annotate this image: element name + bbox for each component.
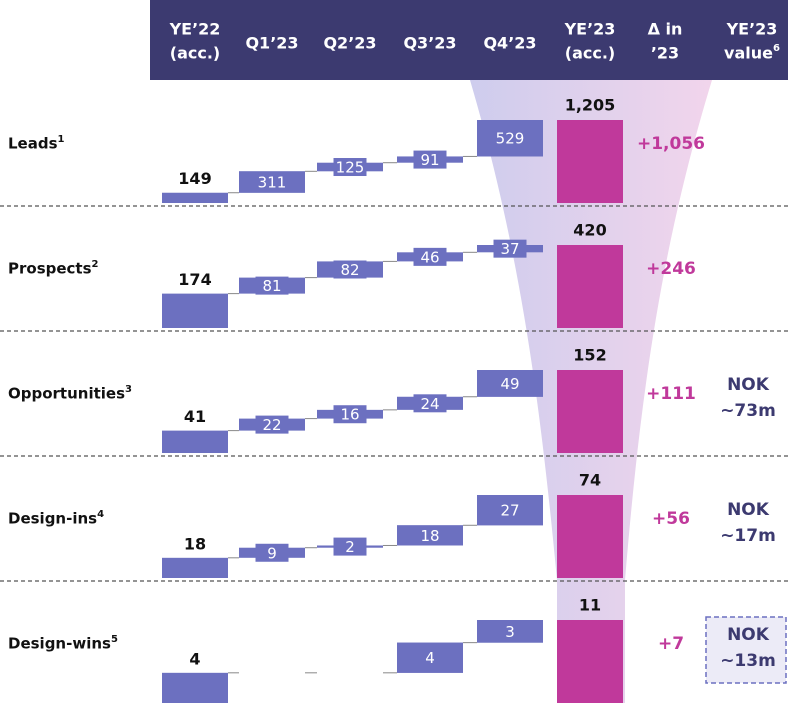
start-label: 4 — [189, 649, 200, 668]
header-label: Q3’23 — [403, 34, 456, 53]
bar-label: 24 — [420, 395, 439, 413]
bar-label: 81 — [262, 277, 281, 295]
bar-label-box — [255, 543, 289, 562]
bar-label-box — [413, 150, 447, 169]
row-note: 5 — [111, 634, 118, 645]
header-label: Q4’23 — [483, 34, 536, 53]
bar — [162, 672, 228, 703]
bar-label: 27 — [500, 502, 519, 520]
delta-label: +111 — [646, 384, 696, 404]
bar — [162, 430, 228, 453]
bar-label: 22 — [262, 416, 281, 434]
bar-label: 37 — [500, 240, 519, 258]
start-label: 174 — [178, 270, 211, 289]
header-label: YE’22 — [169, 20, 221, 39]
value-label: NOK — [727, 375, 770, 395]
bar-label: 2 — [345, 538, 355, 556]
header-band — [150, 0, 788, 80]
bar-label: 82 — [340, 261, 359, 279]
value-label: NOK — [727, 500, 770, 520]
bar — [162, 192, 228, 203]
start-label: 41 — [184, 407, 206, 426]
delta-label: +56 — [652, 509, 690, 529]
bar-label: 91 — [420, 151, 439, 169]
bar-label-box — [493, 239, 527, 258]
value-box — [705, 616, 787, 684]
total-bar — [557, 495, 623, 578]
bar-label-box — [255, 276, 289, 295]
row-label: Opportunities3 — [8, 384, 132, 403]
total-bar — [557, 245, 623, 328]
bar-label-box — [333, 405, 367, 424]
bar-label: 311 — [258, 174, 287, 192]
row-label: Leads1 — [8, 134, 65, 153]
header-label: (acc.) — [170, 44, 220, 63]
bar-label: 49 — [500, 375, 519, 393]
value-label: ~73m — [720, 401, 776, 421]
header-label: Q2’23 — [323, 34, 376, 53]
header-label: YE’23 — [726, 20, 778, 39]
delta-label: +1,056 — [637, 134, 705, 154]
header-label: ’23 — [651, 44, 679, 63]
row-note: 1 — [58, 134, 65, 145]
bar-label-box — [477, 620, 543, 643]
bar-label-box — [477, 120, 543, 157]
total-label: 152 — [573, 346, 606, 365]
total-label: 1,205 — [565, 96, 616, 115]
bar-label: 18 — [420, 527, 439, 545]
bar — [162, 557, 228, 578]
bar-label-box — [397, 525, 463, 546]
bar-label: 4 — [425, 649, 435, 667]
bar-label: 16 — [340, 406, 359, 424]
bar-label-box — [333, 158, 367, 177]
total-label: 74 — [579, 471, 601, 490]
value-label: ~13m — [720, 651, 776, 671]
header-note: 6 — [773, 43, 780, 54]
bar — [162, 293, 228, 328]
total-bar — [557, 620, 623, 703]
row-label: Design-ins4 — [8, 509, 104, 528]
bar-label-box — [255, 415, 289, 434]
header-label: value6 — [724, 43, 780, 63]
bar-label-box — [477, 370, 543, 397]
row-note: 2 — [92, 259, 99, 270]
header-label: Q1’23 — [245, 34, 298, 53]
bar-label: 3 — [505, 623, 515, 641]
start-label: 18 — [184, 534, 206, 553]
delta-label: +7 — [658, 634, 684, 654]
row-note: 4 — [97, 509, 104, 520]
row-label: Design-wins5 — [8, 634, 118, 653]
start-label: 149 — [178, 169, 211, 188]
value-label: NOK — [727, 625, 770, 645]
bar-label: 529 — [496, 130, 525, 148]
bar-label-box — [413, 394, 447, 413]
header-label: YE’23 — [564, 20, 616, 39]
bar-label: 46 — [420, 248, 439, 266]
total-label: 11 — [579, 596, 601, 615]
bar-label-box — [477, 495, 543, 526]
value-label: ~17m — [720, 526, 776, 546]
bar-label-box — [239, 171, 305, 193]
bar-label-box — [413, 247, 447, 266]
bar-label-box — [333, 537, 367, 556]
bar-label-box — [397, 642, 463, 673]
bar-label: 125 — [336, 159, 365, 177]
total-bar — [557, 370, 623, 453]
total-bar — [557, 120, 623, 203]
bar-label-box — [333, 260, 367, 279]
delta-label: +246 — [646, 259, 696, 279]
row-label: Prospects2 — [8, 259, 99, 278]
header-label: (acc.) — [565, 44, 615, 63]
bar-label: 9 — [267, 544, 277, 562]
header-label: Δ in — [648, 20, 683, 39]
total-label: 420 — [573, 221, 606, 240]
row-note: 3 — [125, 384, 132, 395]
